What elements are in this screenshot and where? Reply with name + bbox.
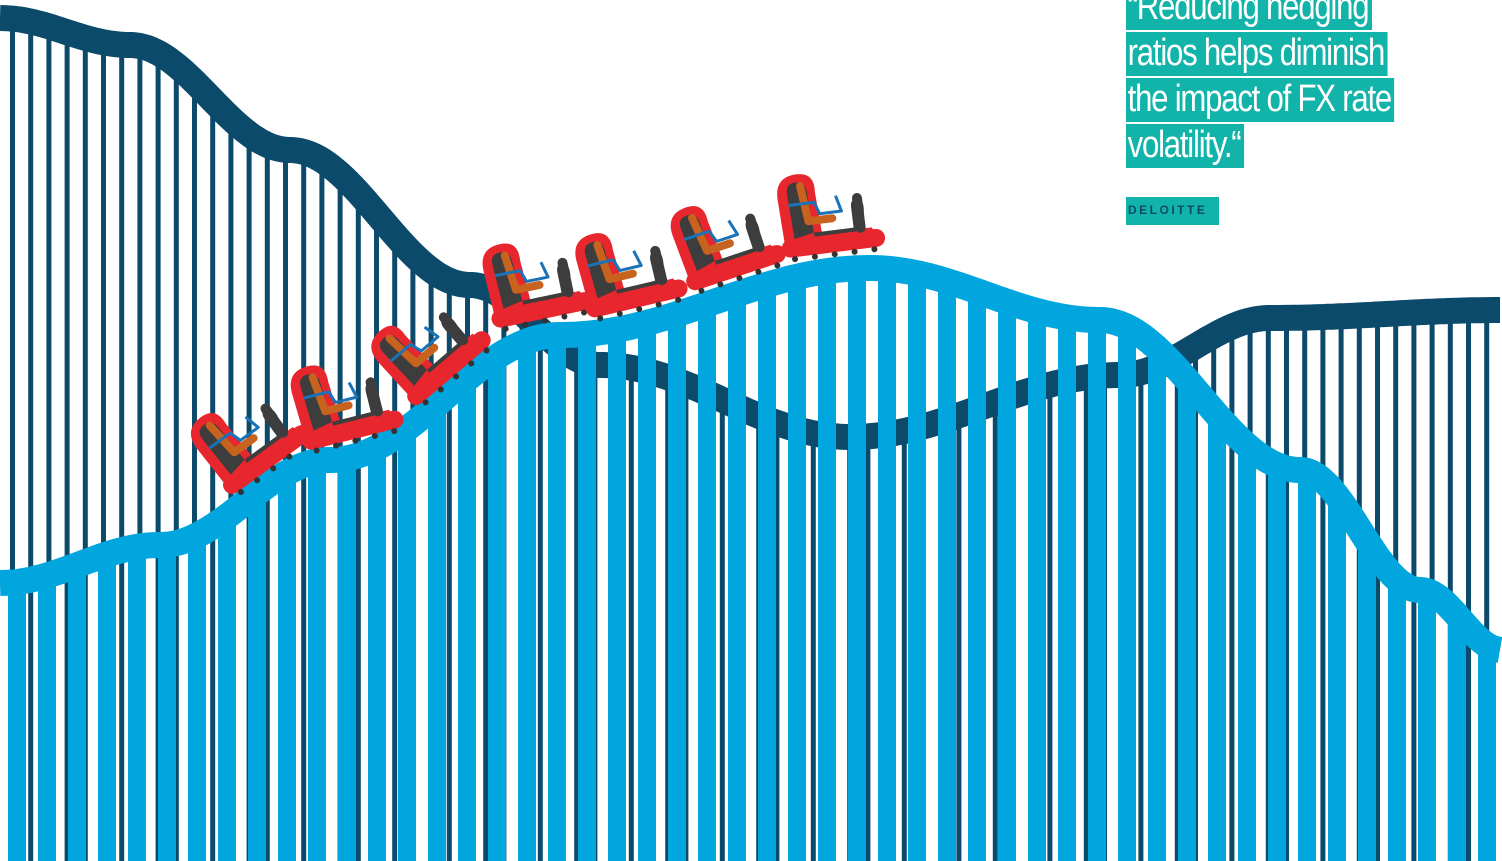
roller-coaster-car-icon <box>290 365 404 454</box>
quote-line: “Reducing hedging <box>1126 0 1372 30</box>
roller-coaster-car-icon <box>575 233 688 322</box>
quote-text: “Reducing hedging ratios helps diminish … <box>1126 0 1405 168</box>
roller-coaster-car-icon <box>777 174 886 263</box>
quote-line: ratios helps diminish <box>1126 32 1388 76</box>
light-track-rail <box>0 255 1502 663</box>
dark-track-rail <box>0 5 1500 450</box>
roller-coaster-car-icon <box>190 403 311 495</box>
roller-coaster-car-icon <box>371 312 491 406</box>
roller-coaster-car-icon <box>670 205 786 294</box>
roller-coaster-car-icon <box>482 243 594 332</box>
quote-source: DELOITTE <box>1126 197 1220 225</box>
quote-line: the impact of FX rate <box>1126 78 1395 122</box>
pull-quote: “Reducing hedging ratios helps diminish … <box>1126 0 1426 225</box>
quote-line: volatility.“ <box>1126 124 1244 168</box>
light-track-supports <box>8 268 1496 861</box>
roller-coaster-train <box>190 174 886 495</box>
